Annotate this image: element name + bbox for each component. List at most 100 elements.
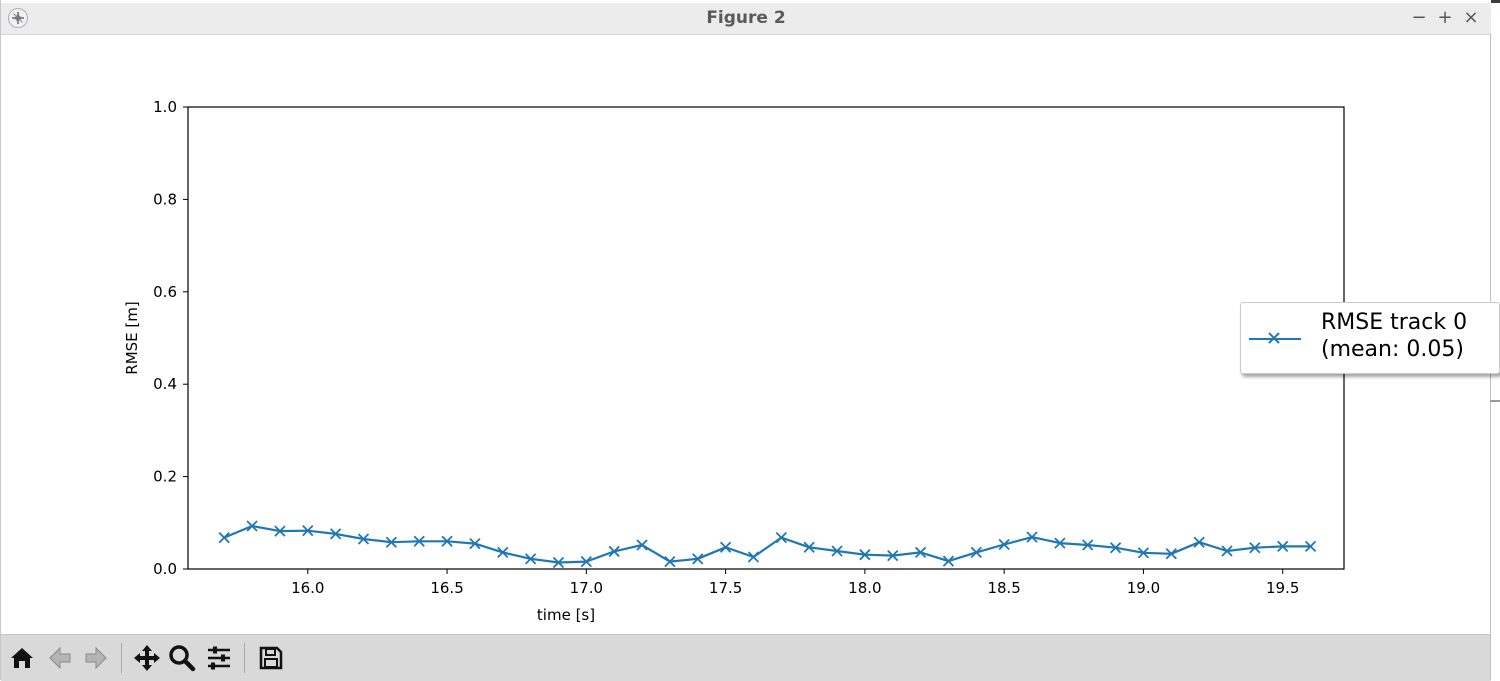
marker-stroke (357, 533, 370, 545)
data-point-marker (1277, 540, 1289, 552)
app-icon[interactable] (8, 8, 28, 28)
data-point-marker (636, 539, 648, 551)
marker-stroke (859, 549, 871, 561)
marker-stroke (1026, 531, 1038, 543)
y-axis-label: RMSE [m] (123, 301, 141, 374)
minimize-button[interactable]: − (1411, 7, 1427, 28)
legend: RMSE track 0 (mean: 0.05) (1240, 302, 1500, 374)
data-point-marker (998, 538, 1010, 551)
data-point-marker (1165, 548, 1177, 560)
marker-stroke (385, 536, 397, 548)
marker-stroke (719, 541, 732, 553)
marker-stroke (302, 525, 314, 537)
data-point-marker (580, 555, 592, 568)
data-point-marker (1304, 540, 1317, 552)
zoom-icon[interactable] (167, 643, 197, 673)
legend-label: RMSE track 0 (mean: 0.05) (1321, 309, 1467, 363)
maximize-button[interactable]: + (1437, 7, 1453, 28)
data-point-marker (1109, 542, 1122, 554)
x-tick-label: 16.0 (291, 579, 324, 597)
close-button[interactable]: × (1463, 7, 1479, 28)
data-point-marker (664, 555, 676, 568)
data-point-marker (775, 531, 787, 544)
marker-stroke (747, 551, 760, 563)
plot-frame (187, 106, 1345, 570)
data-point-marker (887, 549, 899, 562)
pan-icon[interactable] (132, 643, 162, 673)
marker-stroke (1249, 542, 1261, 554)
window-title: Figure 2 (706, 8, 786, 28)
y-tick-label: 0.4 (153, 375, 177, 393)
marker-stroke (775, 531, 787, 544)
data-point-marker (441, 535, 453, 547)
x-tick-label: 18.0 (848, 579, 881, 597)
data-point-marker (1054, 537, 1066, 549)
x-tick-label: 17.5 (709, 579, 742, 597)
marker-stroke (692, 553, 704, 565)
marker-stroke (942, 555, 955, 567)
data-point-marker (1193, 536, 1205, 548)
marker-stroke (1054, 537, 1066, 549)
series-line (223, 524, 1311, 564)
data-point-marker (747, 551, 760, 563)
x-tick-label: 19.0 (1127, 579, 1160, 597)
home-icon[interactable] (7, 643, 37, 673)
marker-stroke (1137, 547, 1150, 559)
marker-stroke (664, 555, 676, 568)
marker-stroke (441, 535, 453, 547)
marker-stroke (803, 541, 815, 553)
legend-label-line-2: (mean: 0.05) (1321, 337, 1464, 362)
data-point-marker (413, 535, 425, 547)
marker-stroke (1304, 540, 1317, 552)
data-point-marker (497, 546, 509, 559)
marker-stroke (1193, 536, 1205, 548)
title-bar[interactable]: Figure 2 − + × (1, 3, 1491, 35)
marker-stroke (469, 537, 481, 550)
y-tick-label: 0.6 (153, 283, 177, 301)
data-point-marker (1249, 542, 1261, 554)
back-arrow-icon[interactable] (45, 643, 75, 673)
marker-stroke (524, 553, 537, 565)
marker-stroke (1221, 545, 1233, 557)
save-icon[interactable] (256, 643, 286, 673)
x-tick-label: 16.5 (430, 579, 463, 597)
marker-stroke (1082, 539, 1094, 551)
marker-stroke (1277, 540, 1289, 552)
marker-stroke (497, 546, 509, 559)
y-tick-label: 0.2 (153, 468, 177, 486)
marker-stroke (552, 556, 565, 569)
navigation-toolbar (1, 634, 1491, 681)
forward-arrow-icon[interactable] (81, 643, 111, 673)
data-point-marker (1026, 531, 1038, 543)
y-tick-label: 0.0 (153, 560, 177, 578)
x-axis-label: time [s] (537, 606, 595, 624)
marker-stroke (413, 535, 425, 547)
marker-stroke (329, 528, 342, 540)
legend-label-line-1: RMSE track 0 (1321, 310, 1468, 335)
data-point-marker (1082, 539, 1094, 551)
marker-stroke (1109, 542, 1122, 554)
data-point-marker (524, 553, 537, 565)
x-tick-label: 19.5 (1266, 579, 1299, 597)
data-point-marker (1221, 545, 1233, 557)
marker-stroke (580, 555, 592, 568)
marker-stroke (608, 545, 620, 558)
data-point-marker (357, 533, 370, 545)
marker-stroke (274, 525, 286, 537)
marker-stroke (914, 546, 927, 559)
marker-stroke (1165, 548, 1177, 560)
toolbar-separator (121, 643, 122, 673)
data-point-marker (552, 556, 565, 569)
configure-subplots-icon[interactable] (204, 643, 234, 673)
data-point-marker (329, 528, 342, 540)
x-tick-label: 18.5 (987, 579, 1020, 597)
data-point-marker (942, 555, 955, 567)
marker-stroke (218, 531, 230, 544)
data-point-marker (803, 541, 815, 553)
marker-stroke (246, 520, 258, 532)
data-point-marker (608, 545, 620, 558)
data-point-marker (692, 553, 704, 565)
data-point-marker (385, 536, 397, 548)
data-point-marker (859, 549, 871, 561)
